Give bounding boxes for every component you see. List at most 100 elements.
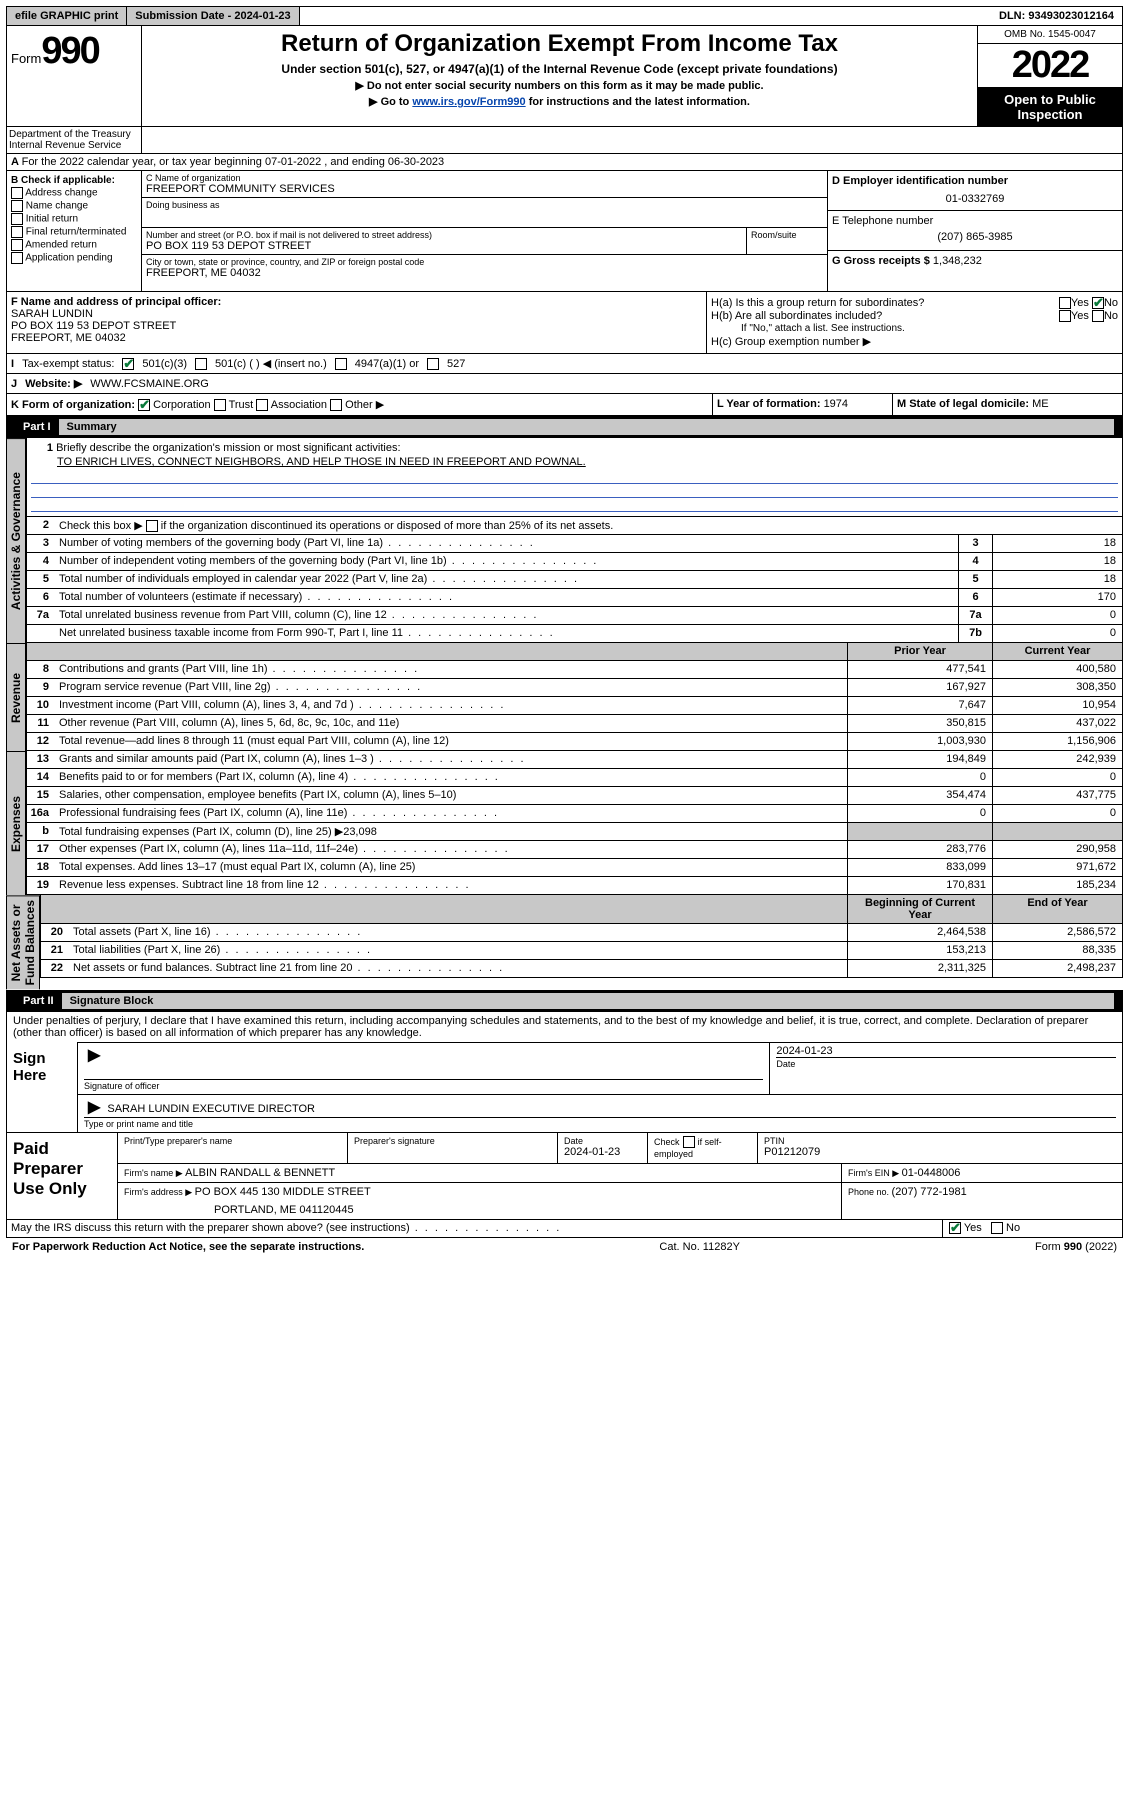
chk-corp[interactable] [138, 399, 150, 411]
h-c-label: H(c) Group exemption number ▶ [711, 335, 1118, 348]
hb-yes[interactable] [1059, 310, 1071, 322]
page-footer: For Paperwork Reduction Act Notice, see … [6, 1238, 1123, 1256]
chk-amended-return[interactable] [11, 239, 23, 251]
chk-trust[interactable] [214, 399, 226, 411]
line13: Grants and similar amounts paid (Part IX… [55, 751, 847, 768]
mission-text: TO ENRICH LIVES, CONNECT NEIGHBORS, AND … [31, 454, 1118, 470]
chk-name-change[interactable] [11, 200, 23, 212]
line4: Number of independent voting members of … [55, 553, 958, 570]
discuss-no[interactable] [991, 1222, 1003, 1234]
c16a: 0 [992, 805, 1122, 822]
chk-final-return[interactable] [11, 226, 23, 238]
h-b-note: If "No," attach a list. See instructions… [711, 323, 1118, 334]
beg-year-hdr: Beginning of Current Year [847, 895, 992, 923]
val7b: 0 [992, 625, 1122, 642]
h-b-label: H(b) Are all subordinates included? [711, 310, 1059, 322]
subtitle-3: ▶ Go to www.irs.gov/Form990 for instruct… [162, 95, 957, 108]
chk-527[interactable] [427, 358, 439, 370]
ha-yes[interactable] [1059, 297, 1071, 309]
c9: 308,350 [992, 679, 1122, 696]
c11: 437,022 [992, 715, 1122, 732]
line7b: Net unrelated business taxable income fr… [55, 625, 958, 642]
c10: 10,954 [992, 697, 1122, 714]
end-year-hdr: End of Year [992, 895, 1122, 923]
p16a: 0 [847, 805, 992, 822]
form-title: Return of Organization Exempt From Incom… [162, 30, 957, 58]
chk-initial-return[interactable] [11, 213, 23, 225]
activities-governance: Activities & Governance 1 Briefly descri… [6, 438, 1123, 643]
chk-4947[interactable] [335, 358, 347, 370]
p19: 170,831 [847, 877, 992, 894]
net-assets-section: Net Assets or Fund Balances Beginning of… [6, 895, 1123, 989]
val3: 18 [992, 535, 1122, 552]
section-bcde: B Check if applicable: Address change Na… [6, 171, 1123, 292]
chk-self-employed[interactable] [683, 1136, 695, 1148]
efile-print-button[interactable]: efile GRAPHIC print [7, 7, 127, 25]
sig-date: 2024-01-23 [776, 1045, 1116, 1057]
arrow-icon: ▶ [84, 1099, 104, 1116]
gross-receipts-value: 1,348,232 [933, 255, 982, 267]
c12: 1,156,906 [992, 733, 1122, 750]
irs-link[interactable]: www.irs.gov/Form990 [412, 96, 525, 108]
line6: Total number of volunteers (estimate if … [55, 589, 958, 606]
dept-treasury: Department of the Treasury Internal Reve… [7, 127, 142, 153]
submission-date: Submission Date - 2024-01-23 [127, 7, 299, 25]
p10: 7,647 [847, 697, 992, 714]
dln: DLN: 93493023012164 [991, 7, 1122, 25]
part2-header: Part II Signature Block [6, 990, 1123, 1012]
p22: 2,311,325 [847, 960, 992, 977]
line1-label: Briefly describe the organization's miss… [56, 442, 400, 454]
hb-no[interactable] [1092, 310, 1104, 322]
chk-501c[interactable] [195, 358, 207, 370]
firm-phone: (207) 772-1981 [892, 1186, 967, 1198]
part1-header: Part I Summary [6, 416, 1123, 438]
line10: Investment income (Part VIII, column (A)… [55, 697, 847, 714]
discuss-yes[interactable] [949, 1222, 961, 1234]
chk-assoc[interactable] [256, 399, 268, 411]
p20: 2,464,538 [847, 924, 992, 941]
paid-preparer-block: Paid Preparer Use Only Print/Type prepar… [6, 1133, 1123, 1220]
chk-app-pending[interactable] [11, 252, 23, 264]
c22: 2,498,237 [992, 960, 1122, 977]
line16a: Professional fundraising fees (Part IX, … [55, 805, 847, 822]
top-bar: efile GRAPHIC print Submission Date - 20… [6, 6, 1123, 26]
p9: 167,927 [847, 679, 992, 696]
line15: Salaries, other compensation, employee b… [55, 787, 847, 804]
open-to-public: Open to Public Inspection [978, 88, 1122, 126]
addr-label: Number and street (or P.O. box if mail i… [146, 230, 742, 240]
val5: 18 [992, 571, 1122, 588]
line22: Net assets or fund balances. Subtract li… [69, 960, 847, 977]
form-footer: Form 990 (2022) [1035, 1241, 1117, 1253]
chk-line2[interactable] [146, 520, 158, 532]
prep-date: 2024-01-23 [564, 1146, 641, 1158]
line20: Total assets (Part X, line 16) [69, 924, 847, 941]
line12: Total revenue—add lines 8 through 11 (mu… [55, 733, 847, 750]
row-a-tax-year: A For the 2022 calendar year, or tax yea… [6, 154, 1123, 171]
c15: 437,775 [992, 787, 1122, 804]
subtitle-2: ▶ Do not enter social security numbers o… [162, 79, 957, 92]
dba-label: Doing business as [146, 200, 823, 210]
officer-name: SARAH LUNDIN [11, 308, 702, 320]
cat-no: Cat. No. 11282Y [659, 1241, 740, 1253]
signature-block: Under penalties of perjury, I declare th… [6, 1012, 1123, 1133]
ha-no[interactable] [1092, 297, 1104, 309]
addr-value: PO BOX 119 53 DEPOT STREET [146, 240, 742, 252]
c20: 2,586,572 [992, 924, 1122, 941]
chk-501c3[interactable] [122, 358, 134, 370]
line19: Revenue less expenses. Subtract line 18 … [55, 877, 847, 894]
p11: 350,815 [847, 715, 992, 732]
line7a: Total unrelated business revenue from Pa… [55, 607, 958, 624]
line8: Contributions and grants (Part VIII, lin… [55, 661, 847, 678]
c18: 971,672 [992, 859, 1122, 876]
revenue-section: Revenue Prior YearCurrent Year 8Contribu… [6, 643, 1123, 751]
p12: 1,003,930 [847, 733, 992, 750]
arrow-icon: ▶ [84, 1047, 104, 1064]
chk-other[interactable] [330, 399, 342, 411]
c13: 242,939 [992, 751, 1122, 768]
officer-sig-name: SARAH LUNDIN EXECUTIVE DIRECTOR [107, 1103, 315, 1115]
omb-number: OMB No. 1545-0047 [978, 26, 1122, 44]
chk-address-change[interactable] [11, 187, 23, 199]
p15: 354,474 [847, 787, 992, 804]
p21: 153,213 [847, 942, 992, 959]
val7a: 0 [992, 607, 1122, 624]
